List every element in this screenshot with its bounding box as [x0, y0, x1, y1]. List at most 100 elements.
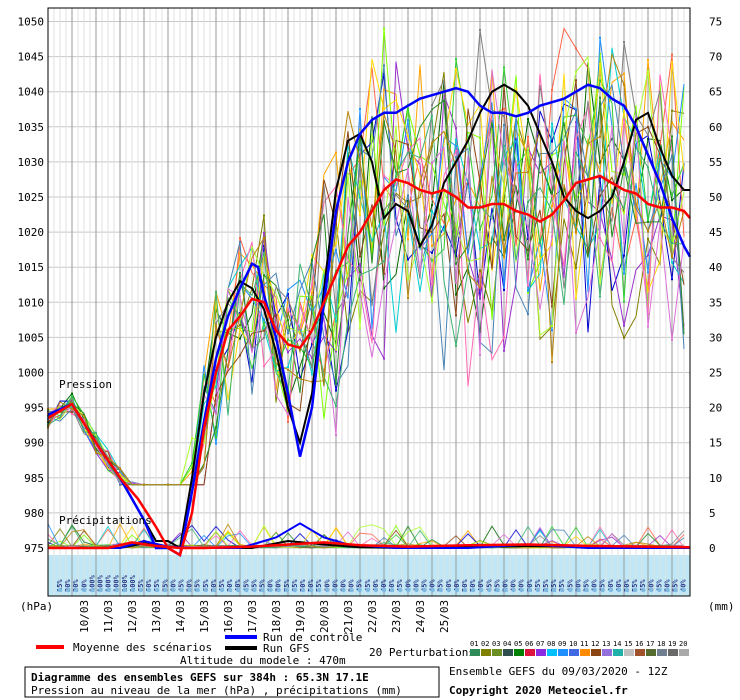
perturb-legend-number: 01: [470, 640, 478, 648]
left-tick-label: 985: [24, 472, 44, 485]
perturbation-marker: [71, 412, 73, 415]
perturbation-marker: [455, 314, 457, 317]
precip-dot: [171, 587, 176, 593]
perturbation-marker: [239, 354, 241, 357]
precip-percent-label: 65%: [291, 579, 299, 592]
precip-dot: [138, 587, 144, 593]
perturbation-marker: [455, 281, 457, 284]
perturbation-marker: [527, 147, 529, 150]
perturbation-marker: [431, 141, 433, 144]
perturbation-marker: [119, 483, 121, 486]
perturbation-marker: [431, 210, 433, 213]
perturbation-marker: [647, 166, 649, 169]
left-tick-label: 990: [24, 437, 44, 450]
perturbation-marker: [359, 255, 361, 258]
date-tick-label: 19/03: [294, 600, 307, 633]
perturbation-marker: [479, 228, 481, 231]
perturbation-marker: [239, 272, 241, 275]
precip-percent-label: 50%: [307, 579, 315, 592]
perturbation-marker: [239, 328, 241, 331]
perturbation-marker: [623, 212, 625, 215]
perturbation-marker: [527, 313, 529, 316]
perturbation-marker: [575, 225, 577, 228]
perturbation-marker: [575, 137, 577, 140]
precip-percent-label: 35%: [493, 579, 501, 592]
perturbation-marker: [263, 329, 265, 332]
perturb-legend-number: 04: [503, 640, 511, 648]
perturbation-marker: [407, 238, 409, 241]
precip-dot: [357, 587, 362, 593]
precip-percent-label: 55%: [315, 579, 323, 592]
perturbation-marker: [551, 88, 553, 91]
precip-percent-label: 40%: [445, 579, 453, 592]
perturbation-marker: [575, 230, 577, 233]
left-tick-label: 1025: [18, 191, 45, 204]
perturbation-marker: [263, 327, 265, 330]
perturbation-marker: [287, 420, 289, 423]
date-tick-label: 12/03: [126, 600, 139, 633]
precip-percent-label: 50%: [664, 579, 672, 592]
precip-percent-label: 50%: [299, 579, 307, 592]
perturbation-marker: [335, 405, 337, 408]
perturbation-marker: [383, 223, 385, 226]
perturbation-marker: [407, 278, 409, 281]
precip-dot: [325, 587, 330, 593]
perturbation-marker: [407, 168, 409, 171]
perturbation-marker: [407, 297, 409, 300]
precip-dot: [535, 587, 541, 593]
precip-dot: [211, 587, 217, 593]
perturbation-marker: [263, 244, 265, 247]
perturbation-marker: [479, 184, 481, 187]
perturbation-marker: [383, 88, 385, 91]
perturbation-marker: [503, 66, 505, 69]
precip-dot: [584, 587, 589, 593]
perturbation-marker: [359, 148, 361, 151]
perturb-legend-number: 14: [613, 640, 621, 648]
perturbation-marker: [431, 244, 433, 247]
perturbation-marker: [71, 406, 73, 409]
precip-series-label: Précipitations: [59, 514, 152, 527]
perturbation-marker: [383, 108, 385, 111]
precip-percent-label: 40%: [647, 579, 655, 592]
perturbation-marker: [671, 60, 673, 63]
perturbation-marker: [311, 357, 313, 360]
precip-dot: [252, 587, 257, 593]
perturbation-marker: [167, 483, 169, 486]
perturbation-marker: [407, 194, 409, 197]
legend-gfs-label: Run GFS: [263, 642, 309, 655]
precip-percent-label: 75%: [161, 579, 169, 592]
info-title: Diagramme des ensembles GEFS sur 384h : …: [31, 671, 369, 684]
perturbation-marker: [407, 143, 409, 146]
perturbation-marker: [287, 326, 289, 329]
perturbation-marker: [575, 151, 577, 154]
perturbation-marker: [647, 137, 649, 140]
perturbation-marker: [335, 242, 337, 245]
precip-percent-label: 30%: [574, 579, 582, 592]
precip-percent-label: 20%: [72, 579, 80, 592]
precip-percent-label: 40%: [510, 579, 518, 592]
perturb-legend-number: 05: [514, 640, 522, 648]
precip-dot: [673, 587, 678, 593]
perturbation-marker: [599, 282, 601, 285]
precip-dot: [592, 587, 597, 593]
perturbation-marker: [575, 267, 577, 270]
perturbation-marker: [287, 298, 289, 301]
perturbation-marker: [335, 350, 337, 353]
perturbation-marker: [527, 249, 529, 252]
perturbation-marker: [431, 300, 433, 303]
perturbation-marker: [671, 194, 673, 197]
perturbation-marker: [647, 290, 649, 293]
perturb-legend-swatch: [635, 649, 645, 656]
perturbation-marker: [551, 140, 553, 143]
perturbation-marker: [527, 118, 529, 121]
perturbation-marker: [431, 197, 433, 200]
perturbation-marker: [479, 297, 481, 300]
perturb-legend-number: 09: [558, 640, 566, 648]
precip-percent-label: 45%: [599, 579, 607, 592]
precip-percent-label: 40%: [234, 579, 242, 592]
precip-percent-label: 25%: [550, 579, 558, 592]
perturbation-marker: [647, 220, 649, 223]
precip-dot: [236, 587, 241, 593]
perturb-legend-number: 18: [657, 640, 665, 648]
altitude-text: Altitude du modele : 470m: [180, 654, 346, 667]
